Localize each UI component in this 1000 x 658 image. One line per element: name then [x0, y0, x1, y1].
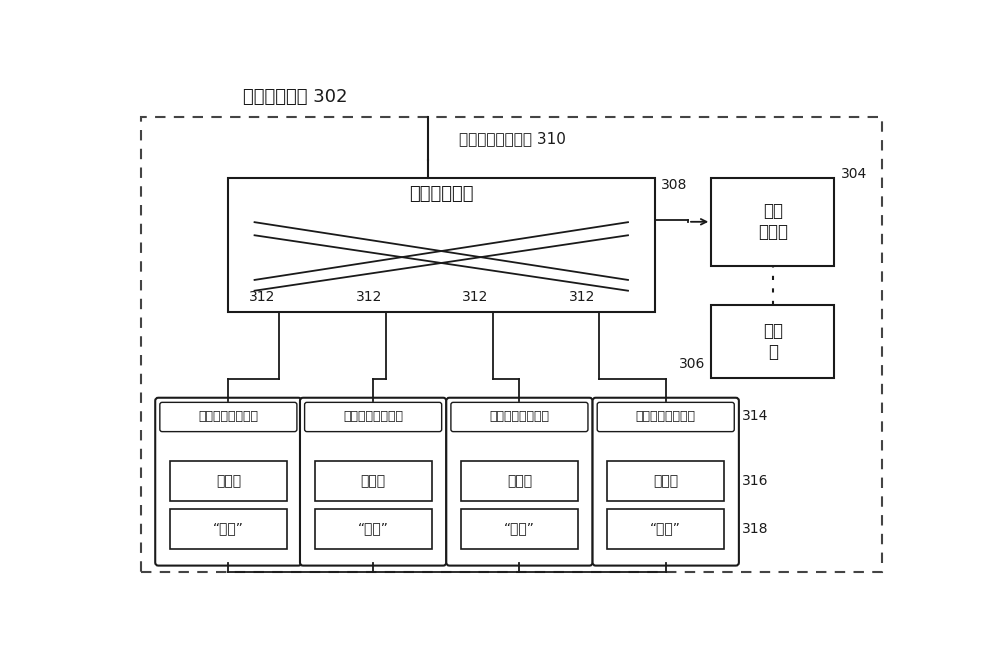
Text: “与非”: “与非” [358, 522, 389, 536]
FancyBboxPatch shape [305, 402, 442, 432]
FancyBboxPatch shape [300, 397, 446, 566]
FancyBboxPatch shape [597, 402, 734, 432]
Text: “与非”: “与非” [213, 522, 244, 536]
Text: 以太网网络接口卡: 以太网网络接口卡 [489, 411, 549, 424]
Bar [141, 118, 882, 572]
Bar [315, 509, 432, 549]
Text: 312: 312 [355, 290, 382, 304]
Text: 映射
表: 映射 表 [763, 322, 783, 361]
Text: 以太网网络接口卡: 以太网网络接口卡 [343, 411, 403, 424]
Bar [461, 509, 578, 549]
Bar [711, 178, 834, 266]
Text: 312: 312 [462, 290, 489, 304]
Text: 控制器: 控制器 [507, 474, 532, 488]
Bar [607, 461, 724, 501]
FancyBboxPatch shape [593, 397, 739, 566]
Text: 控制器: 控制器 [361, 474, 386, 488]
Text: 318: 318 [742, 522, 768, 536]
Bar [711, 305, 834, 378]
Bar [315, 461, 432, 501]
FancyBboxPatch shape [155, 397, 302, 566]
Text: 308: 308 [661, 178, 687, 192]
Text: 上行链路数据路径 310: 上行链路数据路径 310 [459, 132, 565, 147]
Text: 以太网网络接口卡: 以太网网络接口卡 [198, 411, 258, 424]
Text: 控制器: 控制器 [216, 474, 241, 488]
Text: 映射
控制器: 映射 控制器 [758, 203, 788, 241]
Text: 314: 314 [742, 409, 768, 423]
Text: 数据存储系统 302: 数据存储系统 302 [243, 88, 348, 106]
Text: 304: 304 [841, 166, 867, 181]
Bar [607, 509, 724, 549]
Text: “与非”: “与非” [504, 522, 535, 536]
Bar [170, 509, 287, 549]
FancyBboxPatch shape [451, 402, 588, 432]
Bar [228, 178, 655, 313]
Text: 312: 312 [569, 290, 596, 304]
Text: 以太网交换机: 以太网交换机 [409, 186, 474, 203]
Text: 以太网网络接口卡: 以太网网络接口卡 [636, 411, 696, 424]
Text: 306: 306 [679, 357, 705, 371]
FancyBboxPatch shape [446, 397, 593, 566]
Bar [461, 461, 578, 501]
FancyBboxPatch shape [160, 402, 297, 432]
Text: 316: 316 [742, 474, 768, 488]
Text: 312: 312 [249, 290, 275, 304]
Text: 控制器: 控制器 [653, 474, 678, 488]
Text: “与非”: “与非” [650, 522, 681, 536]
Bar [170, 461, 287, 501]
